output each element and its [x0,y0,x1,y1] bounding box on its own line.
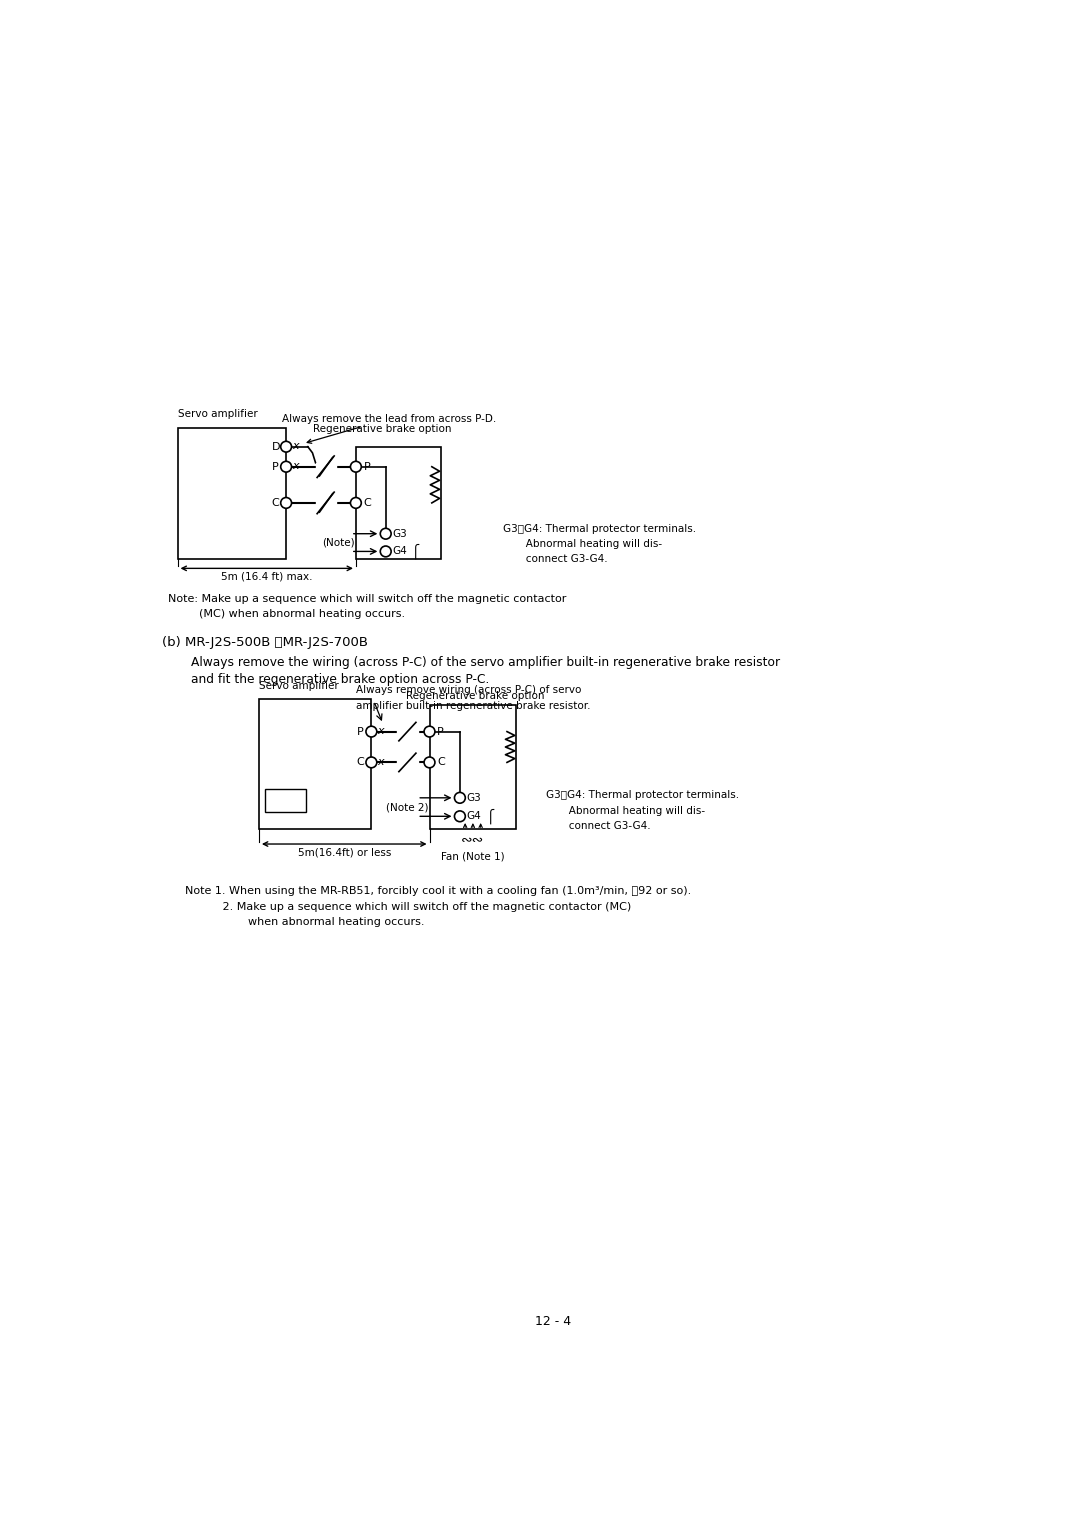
Text: (Note 2): (Note 2) [387,802,429,811]
Circle shape [281,461,292,472]
Text: G3・G4: Thermal protector terminals.: G3・G4: Thermal protector terminals. [503,524,697,533]
Text: Always remove the wiring (across P-C) of the servo amplifier built-in regenerati: Always remove the wiring (across P-C) of… [191,656,780,669]
Text: G4: G4 [393,547,407,556]
Text: C: C [271,498,279,507]
Text: and fit the regenerative brake option across P-C.: and fit the regenerative brake option ac… [191,672,489,686]
Text: G3・G4: Thermal protector terminals.: G3・G4: Thermal protector terminals. [545,790,739,801]
Circle shape [350,461,362,472]
Text: G3: G3 [393,529,407,539]
Text: P: P [364,461,370,472]
Text: C: C [437,758,445,767]
Text: connect G3-G4.: connect G3-G4. [545,821,650,831]
Bar [356,446,441,559]
Text: G3: G3 [467,793,482,802]
Bar [177,428,286,559]
Circle shape [380,545,391,556]
Text: 5m(16.4ft) or less: 5m(16.4ft) or less [298,847,391,857]
Circle shape [455,811,465,822]
Text: Regenerative brake option: Regenerative brake option [406,691,544,701]
Text: 12 - 4: 12 - 4 [536,1314,571,1328]
Text: Regenerative brake option: Regenerative brake option [313,425,451,434]
Text: Note 1. When using the MR-RB51, forcibly cool it with a cooling fan (1.0m³/min, : Note 1. When using the MR-RB51, forcibly… [186,886,691,895]
Text: Note: Make up a sequence which will switch off the magnetic contactor: Note: Make up a sequence which will swit… [167,594,566,604]
Circle shape [455,793,465,804]
Text: ⎧: ⎧ [411,544,421,559]
Bar [396,758,418,766]
Circle shape [281,442,292,452]
Circle shape [380,529,391,539]
Bar [430,706,516,828]
Bar [315,463,336,471]
Text: Fan (Note 1): Fan (Note 1) [441,851,504,862]
Text: x: x [293,442,299,451]
Text: P: P [271,461,279,472]
Circle shape [366,756,377,767]
Bar [396,727,418,735]
Text: x: x [378,756,384,767]
Text: (Note): (Note) [322,538,355,547]
Bar [259,700,372,828]
Text: (MC) when abnormal heating occurs.: (MC) when abnormal heating occurs. [186,610,405,619]
Text: C: C [356,758,364,767]
Text: Always remove wiring (across P-C) of servo: Always remove wiring (across P-C) of ser… [356,686,581,695]
Text: ⎧: ⎧ [486,808,496,824]
Text: 5m (16.4 ft) max.: 5m (16.4 ft) max. [221,571,312,582]
Text: x: x [378,726,384,736]
Text: C: C [364,498,372,507]
Text: when abnormal heating occurs.: when abnormal heating occurs. [220,917,424,927]
Text: P: P [437,727,444,736]
Text: Abnormal heating will dis-: Abnormal heating will dis- [503,539,662,549]
Bar [266,788,306,811]
Circle shape [350,498,362,509]
Bar [315,500,336,507]
Text: G4: G4 [467,811,482,821]
Circle shape [366,726,377,736]
Text: P: P [356,727,363,736]
Text: D: D [271,442,280,452]
Text: (b) MR-J2S-500B ・MR-J2S-700B: (b) MR-J2S-500B ・MR-J2S-700B [162,636,368,649]
Circle shape [424,756,435,767]
Circle shape [424,726,435,736]
Text: Servo amplifier: Servo amplifier [177,410,257,419]
Text: Servo amplifier: Servo amplifier [259,681,339,691]
Text: 2. Make up a sequence which will switch off the magnetic contactor (MC): 2. Make up a sequence which will switch … [205,902,631,912]
Text: amplifier built-in regenerative brake resistor.: amplifier built-in regenerative brake re… [356,701,591,711]
Text: Abnormal heating will dis-: Abnormal heating will dis- [545,805,705,816]
Circle shape [281,498,292,509]
Text: ∾∾: ∾∾ [461,833,485,847]
Text: connect G3-G4.: connect G3-G4. [503,555,608,564]
Text: x: x [293,461,299,471]
Text: Always remove the lead from across P-D.: Always remove the lead from across P-D. [282,414,497,443]
